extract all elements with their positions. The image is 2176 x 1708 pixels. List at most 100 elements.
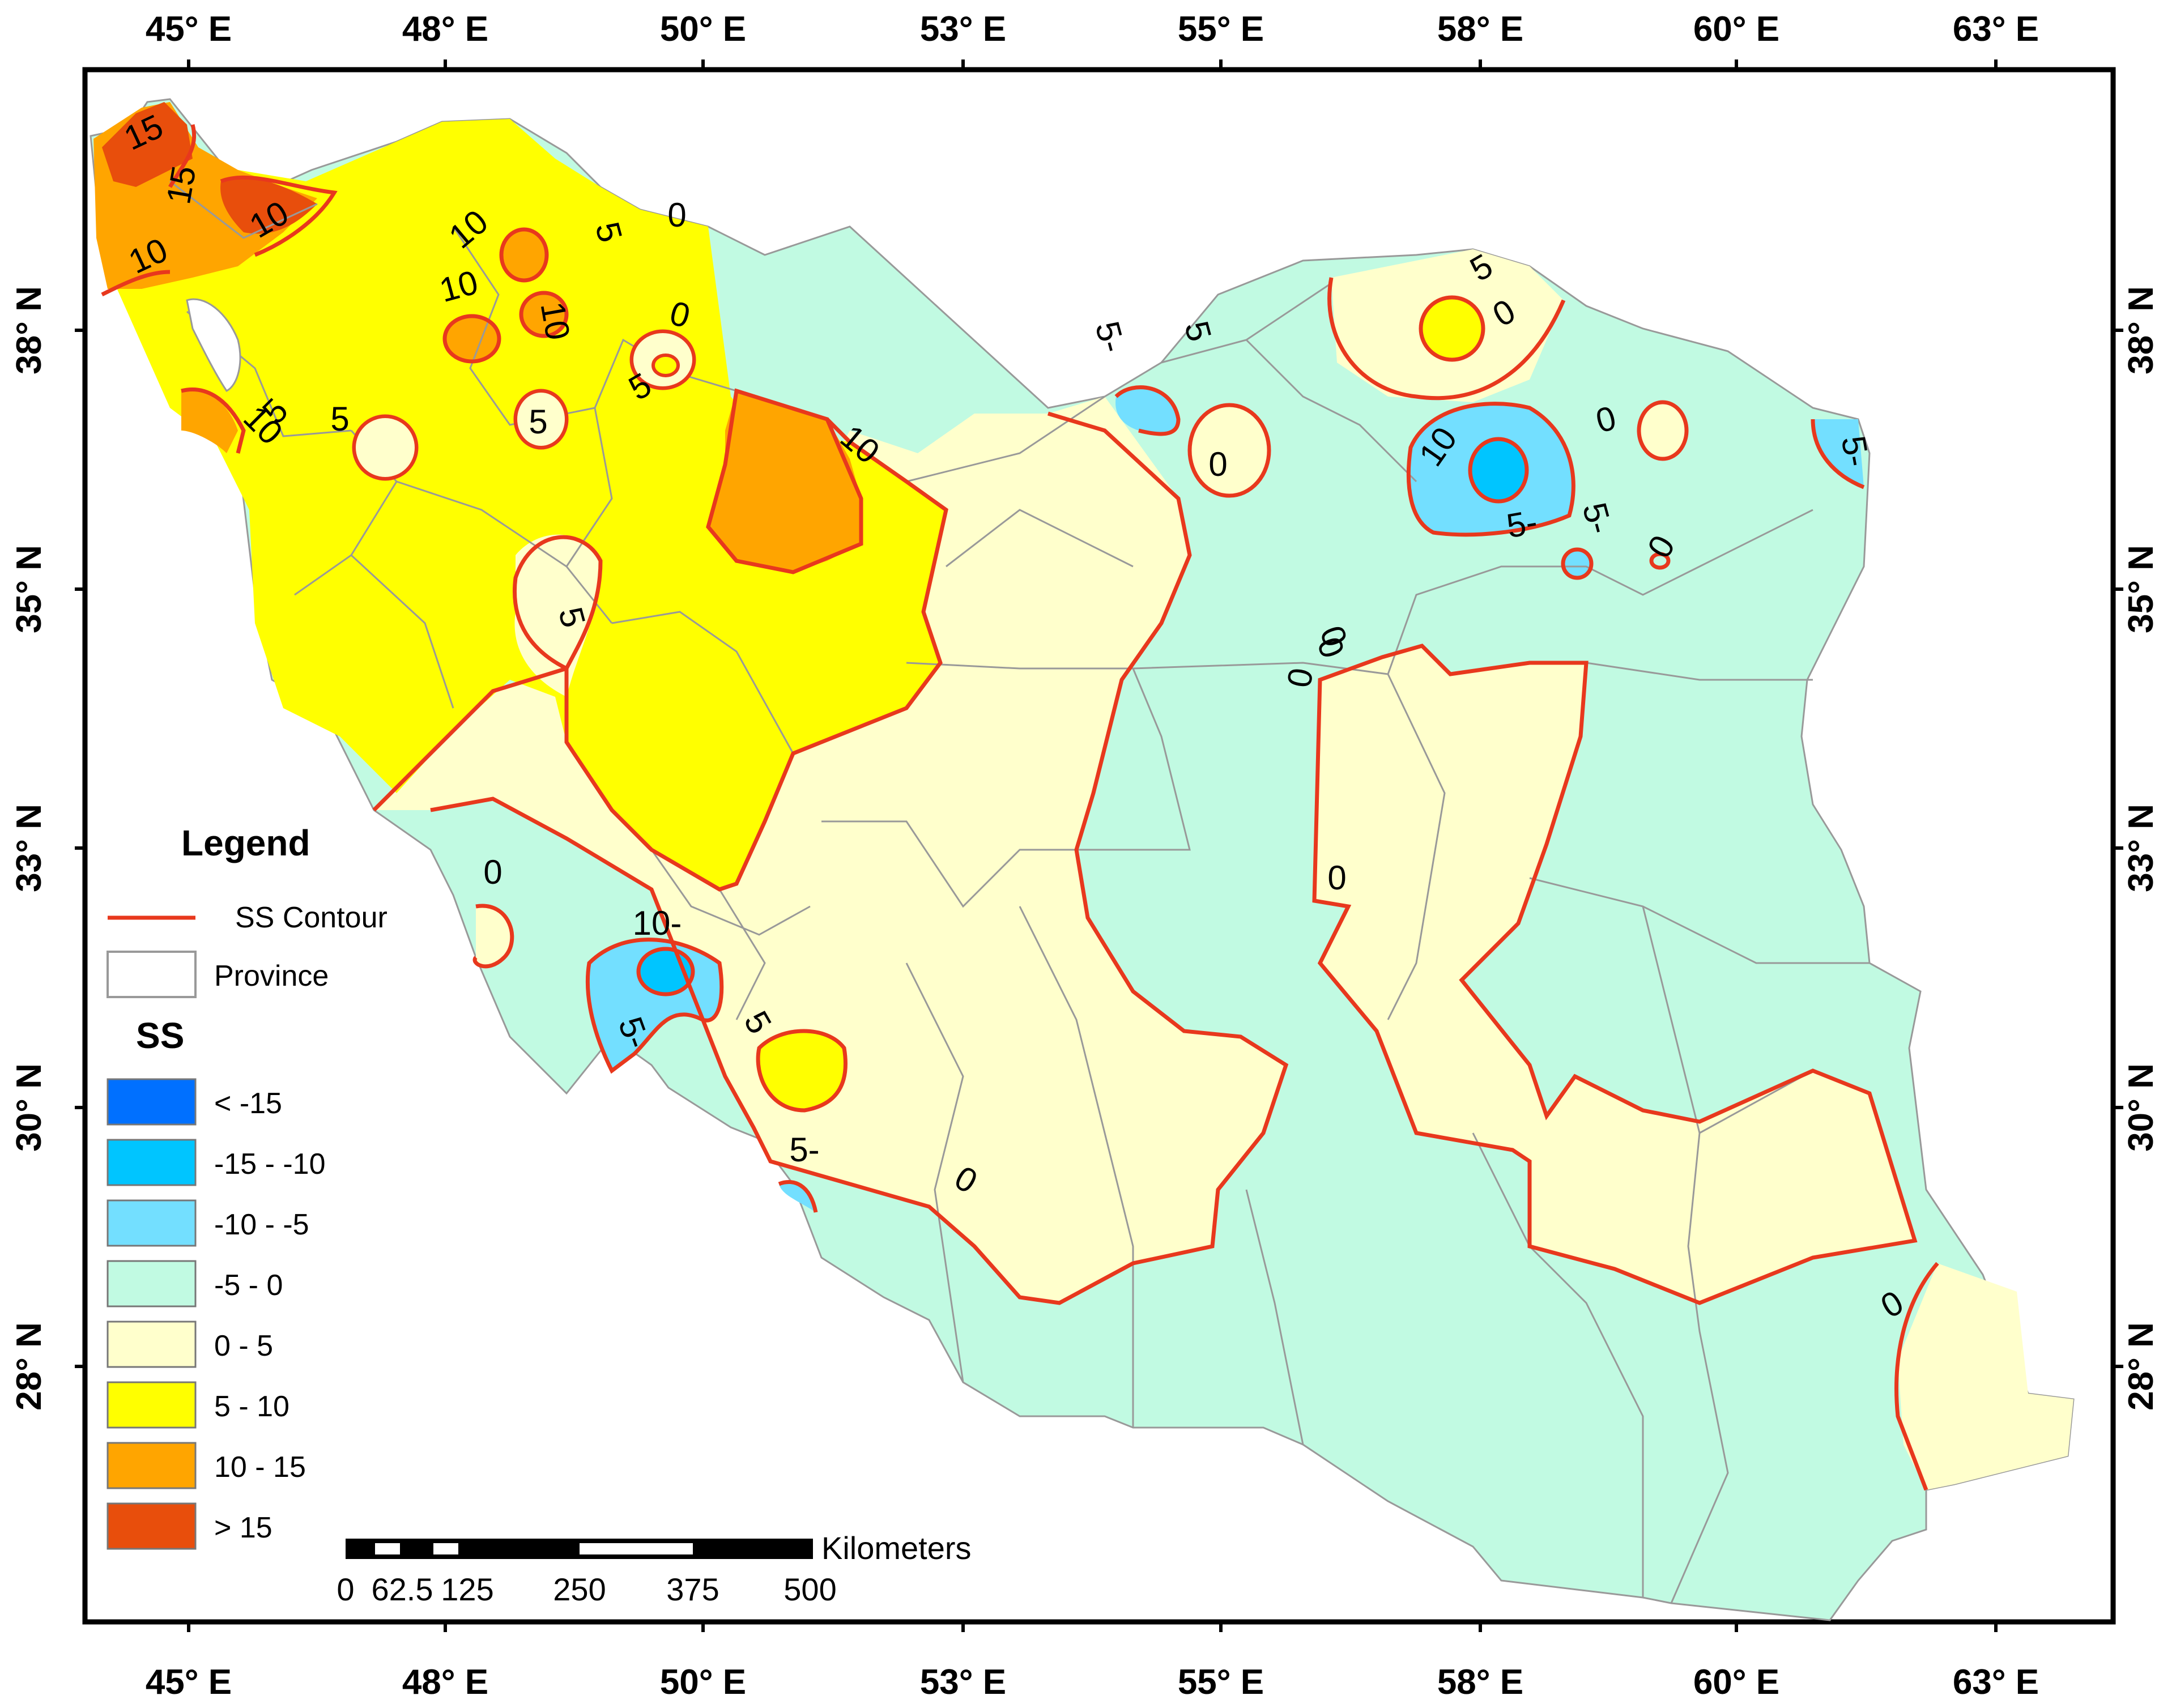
contour-label: 5 (529, 403, 547, 441)
zone-0-5-spot-c (356, 418, 415, 477)
lat-label-right: 30° N (2122, 1063, 2161, 1152)
zone-0-5-spot-d (517, 393, 565, 446)
legend-class-swatch (107, 1381, 197, 1429)
zone-neg10-neg5-caspian-east (1115, 387, 1178, 434)
scale-bar-white-segment (580, 1543, 693, 1554)
zone-0-5-southeast (1898, 1263, 2073, 1490)
lat-label-left: 28° N (10, 1322, 49, 1411)
legend-province-label: Province (214, 960, 329, 993)
legend-contour-label: SS Contour (235, 901, 387, 934)
legend: Legend SS Contour Province SS < -15 -15 … (107, 823, 387, 1550)
contour-label: 10 (533, 299, 577, 343)
scale-bar-white-segment (433, 1543, 458, 1554)
lon-label-top: 48° E (402, 10, 488, 49)
lon-label-top: 63° E (1953, 10, 2039, 49)
zone-0-5-zagros-inlet (514, 534, 601, 697)
lon-label-bottom: 45° E (146, 1663, 232, 1702)
contour-label: 0 (667, 196, 686, 234)
zone-neg10-neg5-spot (1563, 550, 1591, 578)
lat-label-right: 33° N (2122, 804, 2161, 892)
lon-label-bottom: 60° E (1693, 1663, 1779, 1702)
lon-label-top: 60° E (1693, 10, 1779, 49)
legend-class-label: > 15 (214, 1511, 272, 1544)
zone-0-5-central (374, 397, 1286, 1303)
zone-0-5-spot-a (1190, 405, 1269, 496)
zone-0-5-east (1314, 646, 1915, 1303)
zone-0-5-spot-b (1639, 402, 1687, 459)
scale-bar-outline (346, 1539, 813, 1559)
zone-0-5-west (475, 906, 512, 966)
zone-5-10-northeast (1421, 297, 1483, 360)
scale-bar-label: 0 (337, 1571, 354, 1607)
scale-bar: Kilometers 0 62.5 125 250 375 500 (337, 1530, 971, 1607)
scale-bar-label: 125 (441, 1571, 493, 1607)
lon-label-top: 55° E (1178, 10, 1264, 49)
legend-class-swatch (107, 1199, 197, 1247)
lon-label-bottom: 55° E (1178, 1663, 1264, 1702)
lat-label-right: 38° N (2122, 286, 2161, 374)
lon-label-bottom: 58° E (1437, 1663, 1523, 1702)
legend-class-swatch (107, 1321, 197, 1368)
lon-label-top: 45° E (146, 10, 232, 49)
contour-label: 5- (1504, 502, 1540, 545)
lat-label-left: 33° N (10, 804, 49, 892)
legend-class-label: 5 - 10 (214, 1390, 289, 1423)
lon-label-bottom: 63° E (1953, 1663, 2039, 1702)
zone-5-10-northwest (102, 119, 946, 889)
ss-contours (101, 124, 1939, 1491)
legend-class-label: -15 - -10 (214, 1148, 326, 1181)
lat-label-left: 30° N (10, 1063, 49, 1152)
zone-neg10-neg5-east-edge (1813, 419, 1864, 487)
contour-label: 15 (159, 163, 203, 207)
zone-neg10-neg5-gulf (779, 1182, 816, 1212)
zone-5-10-south (758, 1031, 846, 1110)
zone-gt15-northwest (102, 102, 193, 187)
legend-class-swatch (107, 1260, 197, 1307)
lon-label-bottom: 53° E (920, 1663, 1006, 1702)
zone-gt15-northwest-b (220, 177, 317, 234)
lat-label-left: 35° N (10, 545, 49, 633)
lon-label-top: 50° E (660, 10, 746, 49)
legend-class-swatch (107, 1502, 197, 1550)
scale-bar-label: 62.5 (372, 1571, 433, 1607)
legend-class-label: 10 - 15 (214, 1451, 306, 1484)
scale-bar-unit: Kilometers (821, 1530, 972, 1566)
scale-bar-label: 500 (783, 1571, 836, 1607)
legend-class-label: < -15 (214, 1087, 282, 1120)
contour-label: 0 (1208, 445, 1227, 483)
legend-class-swatch (107, 1078, 197, 1126)
contour-label: 10- (633, 904, 682, 942)
lon-label-top: 58° E (1437, 10, 1523, 49)
zone-neg15-neg10-khorasan (1470, 439, 1527, 501)
scale-bar-label: 375 (666, 1571, 719, 1607)
legend-class-label: -5 - 0 (214, 1269, 283, 1302)
zone-5-10-inner (651, 353, 680, 377)
lat-ticks (75, 329, 2123, 1368)
legend-class-swatch (107, 1139, 197, 1186)
legend-class-swatch (107, 1442, 197, 1489)
scale-bar-label: 250 (553, 1571, 606, 1607)
province-borders (169, 180, 1870, 1604)
contour-label: 0 (483, 853, 502, 891)
contour-label: 5 (330, 400, 349, 438)
lon-ticks (187, 59, 1998, 1632)
lat-label-right: 28° N (2122, 1322, 2161, 1411)
zone-10-15-west (181, 389, 238, 453)
contour-label: 5- (789, 1131, 819, 1169)
contour-label: 5- (1834, 433, 1877, 469)
lat-label-right: 35° N (2122, 545, 2161, 633)
legend-class-label: 0 - 5 (214, 1330, 273, 1362)
lon-label-top: 53° E (920, 10, 1006, 49)
lake-urmia (186, 298, 241, 392)
contour-label: 0 (1327, 859, 1346, 897)
legend-class-label: -10 - -5 (214, 1208, 309, 1241)
scale-bar-white-segment (375, 1543, 400, 1554)
zone-10-15-spot-a (501, 229, 547, 280)
zone-10-15-spot-c (521, 293, 567, 336)
legend-province-swatch (107, 951, 197, 998)
lon-label-bottom: 50° E (660, 1663, 746, 1702)
iran-map (90, 98, 2075, 1621)
lon-label-bottom: 48° E (402, 1663, 488, 1702)
zone-10-15-caspian (708, 391, 861, 572)
